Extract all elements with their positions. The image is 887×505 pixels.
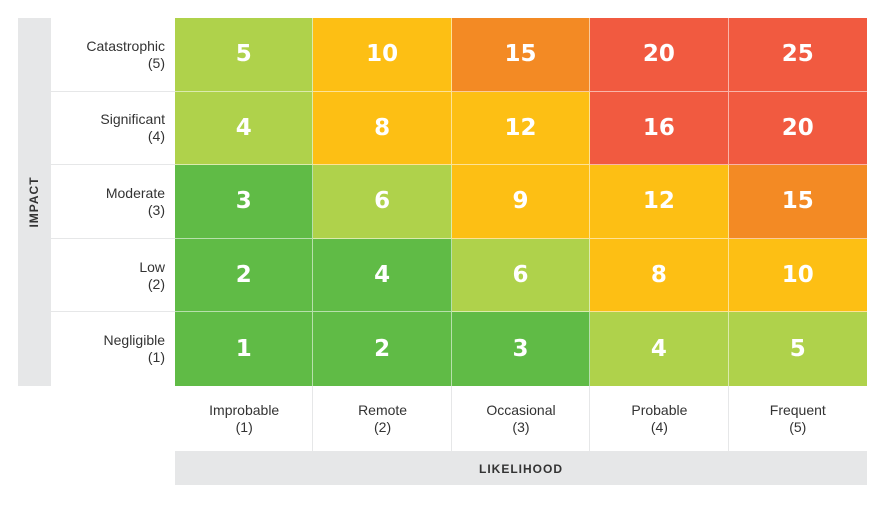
matrix-cell: 2 — [313, 312, 452, 386]
row-divider — [51, 311, 175, 313]
matrix-cell: 6 — [451, 238, 591, 313]
column-label-level: (1) — [235, 419, 253, 435]
matrix-cell: 12 — [451, 91, 591, 166]
column-divider — [727, 386, 729, 452]
column-label-level: (5) — [789, 419, 807, 435]
row-label-name: Low — [139, 258, 165, 275]
column-label-name: Occasional — [486, 402, 556, 418]
matrix-cell: 1 — [175, 312, 314, 386]
row-label: Catastrophic (5) — [51, 18, 175, 92]
y-axis-band — [18, 18, 51, 386]
column-divider — [450, 386, 452, 452]
column-divider — [589, 386, 591, 452]
row-label-area — [51, 18, 175, 386]
matrix-cell: 9 — [451, 165, 591, 239]
column-label-area — [175, 386, 867, 452]
matrix-cell: 10 — [313, 18, 452, 92]
matrix-cell: 5 — [728, 312, 867, 386]
column-label-name: Improbable — [209, 402, 280, 418]
row-label-name: Moderate — [105, 184, 165, 201]
matrix-cell: 4 — [313, 238, 452, 313]
row-divider — [51, 237, 175, 239]
matrix-cell: 8 — [313, 91, 452, 166]
matrix-cell: 20 — [728, 91, 867, 166]
column-label-name: Frequent — [769, 402, 826, 418]
row-divider — [51, 90, 175, 92]
matrix-cell: 4 — [175, 91, 314, 166]
column-label-level: (4) — [650, 419, 668, 435]
matrix-cell: 5 — [175, 18, 314, 92]
matrix-cell: 20 — [590, 18, 729, 92]
matrix-cell: 4 — [590, 312, 729, 386]
column-label: Remote (2) — [313, 386, 451, 452]
row-label-level: (3) — [147, 201, 165, 218]
column-label-level: (2) — [374, 419, 392, 435]
matrix-cell: 3 — [175, 165, 314, 239]
y-axis-title: IMPACT — [27, 176, 41, 228]
matrix-cell: 8 — [590, 238, 729, 313]
row-label: Negligible (1) — [51, 312, 175, 386]
column-label-level: (3) — [512, 419, 530, 435]
row-label-level: (2) — [147, 275, 165, 292]
matrix-cell: 15 — [728, 165, 867, 239]
column-label: Frequent (5) — [729, 386, 867, 452]
column-divider — [312, 386, 314, 452]
row-label: Moderate (3) — [51, 165, 175, 239]
column-label: Improbable (1) — [175, 386, 313, 452]
row-label-level: (5) — [147, 54, 165, 71]
matrix-cell: 6 — [313, 165, 452, 239]
row-label-name: Significant — [100, 111, 165, 128]
column-label: Probable (4) — [590, 386, 728, 452]
row-label: Low (2) — [51, 239, 175, 313]
row-divider — [51, 164, 175, 166]
matrix-cell: 15 — [451, 18, 591, 92]
matrix-cell: 10 — [728, 238, 867, 313]
row-label-level: (1) — [147, 349, 165, 366]
matrix-cell: 25 — [728, 18, 867, 92]
column-label-name: Remote — [358, 402, 408, 418]
x-axis-title: LIKELIHOOD — [175, 452, 867, 485]
matrix-cell: 12 — [590, 165, 729, 239]
column-label: Occasional (3) — [452, 386, 590, 452]
matrix-cell: 16 — [590, 91, 729, 166]
matrix-cell: 2 — [175, 238, 314, 313]
matrix-cell: 3 — [451, 312, 591, 386]
column-label-name: Probable — [631, 402, 688, 418]
row-label-name: Negligible — [103, 332, 165, 349]
row-label-name: Catastrophic — [86, 37, 165, 54]
row-label: Significant (4) — [51, 92, 175, 166]
row-label-level: (4) — [147, 128, 165, 145]
